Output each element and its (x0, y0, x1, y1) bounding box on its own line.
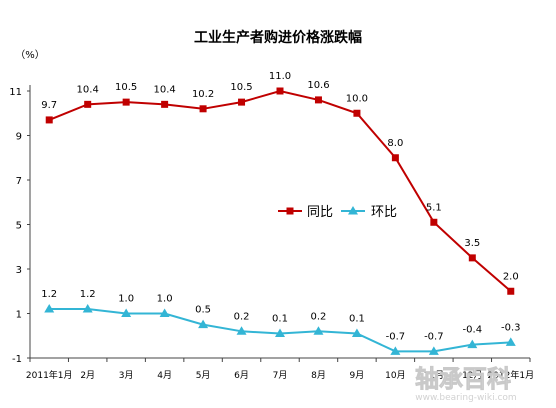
data-label: 10.5 (115, 82, 137, 93)
data-point (390, 346, 401, 355)
data-label: 0.5 (195, 305, 211, 316)
x-tick-label: 9月 (350, 370, 365, 381)
data-point (276, 87, 284, 95)
data-label: 10.0 (346, 93, 368, 104)
data-label: 5.1 (426, 202, 442, 213)
data-label: 1.2 (80, 289, 96, 300)
y-tick-label: -1 (12, 354, 22, 365)
watermark-logo-text: 轴承百科 (415, 365, 511, 393)
data-point (236, 326, 247, 335)
data-label: 0.1 (349, 314, 365, 325)
data-label: 2.0 (503, 271, 519, 282)
watermark: 轴承百科 www.bearing-wiki.com (415, 365, 517, 403)
data-point (468, 254, 476, 262)
data-label: 10.2 (192, 89, 214, 100)
data-label: -0.3 (501, 322, 521, 333)
data-point (84, 100, 92, 108)
data-point (467, 339, 478, 349)
data-label: 10.6 (307, 80, 329, 91)
data-point (199, 105, 207, 113)
data-label: 9.7 (41, 100, 57, 111)
x-tick-label: 8月 (311, 370, 326, 381)
x-tick-label: 5月 (196, 370, 211, 381)
y-tick-label: 9 (16, 132, 22, 143)
data-label: -0.7 (424, 331, 444, 342)
data-point (198, 319, 209, 329)
data-label: 0.2 (234, 311, 250, 322)
data-point (313, 326, 324, 335)
legend-marker (348, 206, 358, 215)
y-axis-unit-label: （%） (15, 49, 45, 61)
legend-label: 同比 (307, 205, 333, 220)
data-label: 10.4 (77, 84, 99, 95)
x-tick-label: 11月 (424, 370, 444, 381)
data-label: 10.4 (153, 84, 175, 95)
x-tick-label: 10月 (385, 370, 405, 381)
series-layer: 9.7 10.4 10.5 10.4 10.2 10.5 11.0 10.6 10.0 8.0 5.… (41, 71, 521, 355)
data-label: 1.0 (118, 294, 134, 305)
y-tick-label: 1 (16, 310, 22, 321)
y-tick-label: 11 (9, 87, 22, 98)
data-point (314, 96, 322, 104)
data-label: 0.2 (311, 311, 327, 322)
watermark-url-text: www.bearing-wiki.com (415, 393, 516, 403)
data-point (238, 98, 246, 106)
data-label: 0.1 (272, 314, 288, 325)
data-label: 11.0 (269, 71, 291, 82)
data-point (44, 304, 55, 313)
legend: 同比 环比 (278, 205, 397, 220)
data-point (122, 98, 130, 106)
data-label: -0.7 (386, 331, 406, 342)
data-label: 1.2 (41, 289, 57, 300)
x-tick-label: 2月 (80, 370, 95, 381)
data-label: 10.5 (230, 82, 252, 93)
x-tick-label: 4月 (157, 370, 172, 381)
data-label: -0.4 (463, 325, 483, 336)
data-point (505, 337, 516, 346)
x-tick-label: 3月 (119, 370, 134, 381)
x-tick-label: 7月 (273, 370, 288, 381)
data-point (507, 287, 515, 295)
legend-label: 环比 (371, 205, 397, 220)
data-point (161, 100, 169, 108)
series-line-1 (48, 89, 512, 293)
data-point (430, 218, 438, 226)
axes: -1 1 3 5 7 9 11 2011年1月 2月 3月 4月 5月 6月 7月 8月 9月 10月 11月 12… (9, 85, 534, 381)
data-point (45, 116, 53, 124)
y-tick-label: 5 (16, 221, 22, 232)
data-point (121, 308, 132, 317)
data-point (275, 328, 285, 338)
x-tick-label: 6月 (234, 370, 249, 381)
data-point (391, 154, 399, 162)
data-point (82, 304, 93, 313)
data-point (351, 328, 362, 338)
data-point (353, 109, 361, 117)
chart-title: 工业生产者购进价格涨跌幅 (194, 29, 362, 46)
data-label: 3.5 (464, 238, 480, 249)
data-label: 8.0 (387, 138, 403, 149)
data-label: 1.0 (157, 294, 173, 305)
x-tick-label: 2011年1月 (26, 369, 73, 381)
legend-marker (286, 207, 294, 215)
x-tick-label: 2012年1月 (487, 369, 534, 381)
data-point (428, 346, 439, 355)
x-tick-label: 12月 (462, 370, 482, 381)
y-tick-label: 3 (16, 265, 22, 276)
data-point (159, 308, 170, 317)
y-tick-label: 7 (16, 176, 22, 187)
